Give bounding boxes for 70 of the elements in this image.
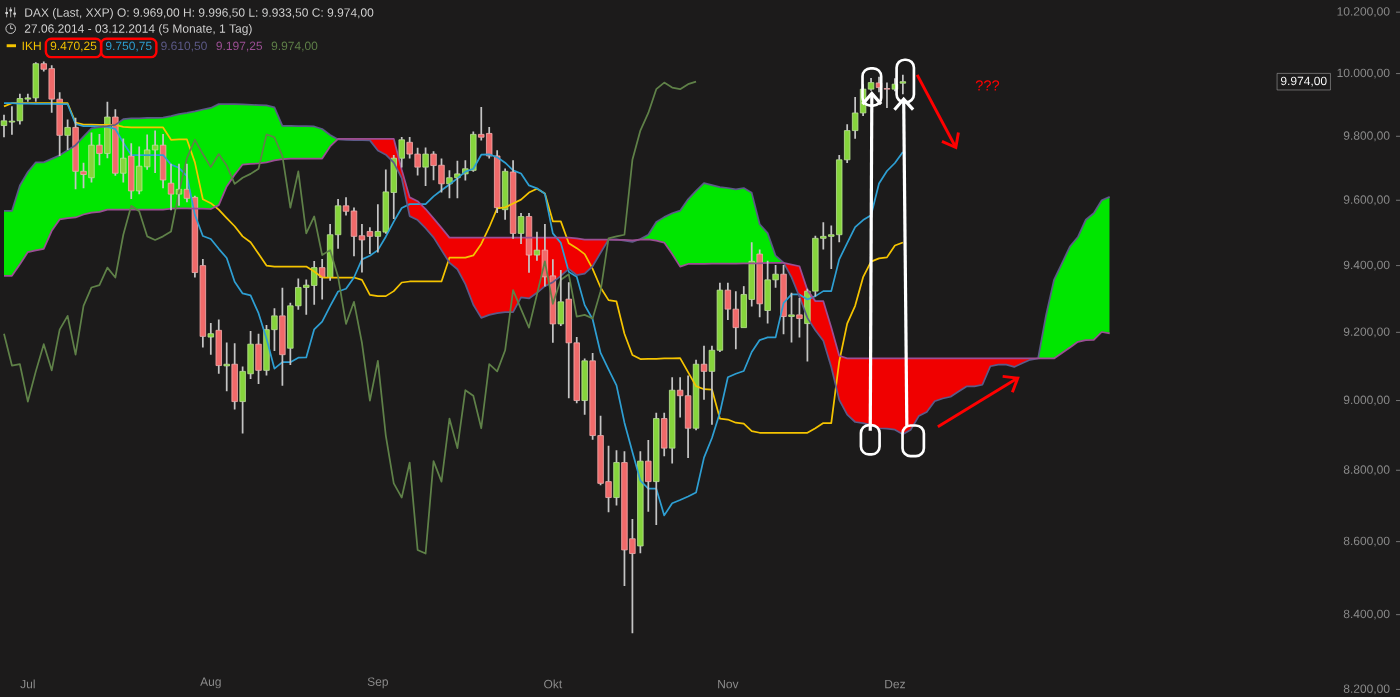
- candlestick: [756, 248, 763, 319]
- y-tick-label: 9.200,00: [1343, 327, 1390, 338]
- annotation: ???: [975, 80, 1000, 91]
- x-tick-label: Okt: [544, 679, 563, 689]
- candlestick: [279, 286, 286, 387]
- candlestick: [64, 118, 71, 151]
- candlestick: [645, 439, 652, 513]
- candlestick: [899, 73, 907, 96]
- legend-title: IKH: [22, 41, 41, 50]
- candlestick: [581, 357, 588, 416]
- candlestick: [128, 142, 135, 200]
- candlestick: [422, 146, 429, 187]
- candlestick: [223, 341, 230, 393]
- text: 9.470,25: [50, 41, 97, 52]
- y-tick-label: 10.000,00: [1337, 68, 1390, 79]
- y-tick-label: 8.400,00: [1343, 609, 1390, 620]
- x-tick-label: Aug: [200, 677, 221, 689]
- candlestick: [653, 411, 660, 526]
- line-series: [3, 80, 697, 555]
- text: 9.974,00: [271, 41, 318, 52]
- text: 9.197,25: [216, 41, 263, 52]
- candlestick: [883, 81, 891, 109]
- y-tick-label: 8.800,00: [1343, 465, 1390, 476]
- x-tick-label: Dez: [885, 679, 905, 689]
- candlestick: [501, 167, 509, 221]
- candlestick: [637, 450, 644, 555]
- candlestick: [692, 358, 700, 432]
- candlestick: [112, 108, 119, 177]
- x-tick-label: Jul: [20, 679, 35, 689]
- annotation: 9.974,00: [1280, 76, 1327, 87]
- candlestick: [788, 291, 795, 344]
- candlestick: [669, 376, 676, 465]
- candlestick: [661, 411, 668, 458]
- candlestick: [167, 162, 175, 212]
- candlestick: [96, 133, 103, 167]
- candlestick: [796, 297, 803, 339]
- candlestick: [231, 342, 238, 411]
- y-tick-label: 9.600,00: [1343, 195, 1390, 206]
- candlestick: [342, 196, 350, 217]
- y-tick-label: 8.600,00: [1343, 536, 1390, 547]
- candlestick: [533, 230, 541, 262]
- candlestick: [255, 332, 262, 385]
- y-tick-label: 9.800,00: [1343, 131, 1390, 142]
- y-tick-label: 9.000,00: [1343, 395, 1390, 406]
- candlestick: [509, 159, 517, 240]
- y-tick-label: 9.400,00: [1343, 260, 1390, 271]
- candlestick: [318, 258, 326, 301]
- candlestick: [398, 136, 405, 169]
- candlestick: [525, 212, 533, 274]
- candlestick: [120, 137, 127, 184]
- candlestick: [517, 212, 525, 245]
- candlestick: [557, 269, 564, 327]
- candlestick: [613, 449, 620, 507]
- candlestick: [493, 149, 501, 214]
- y-tick-label: 10.200,00: [1337, 7, 1390, 18]
- candlestick: [215, 318, 222, 375]
- text: 27.06.2014 - 03.12.2014 (5 Monate, 1 Tag): [24, 23, 252, 36]
- text: DAX (Last, XXP) O: 9.969,00 H: 9.996,50 L: 9.933,50 C: 9.974,00: [25, 7, 374, 20]
- candlestick: [350, 206, 358, 258]
- candlestick: [104, 100, 111, 160]
- text: 9.750,75: [105, 41, 152, 52]
- x-tick-label: Sep: [367, 677, 389, 689]
- candlestick: [207, 322, 214, 356]
- candlestick: [0, 113, 8, 139]
- text: 9.610,50: [161, 41, 207, 52]
- y-tick-label: 8.200,00: [1343, 684, 1390, 695]
- candlestick: [780, 264, 787, 336]
- candlestick: [700, 344, 708, 401]
- x-tick-label: Nov: [718, 679, 739, 689]
- candlestick: [159, 133, 167, 190]
